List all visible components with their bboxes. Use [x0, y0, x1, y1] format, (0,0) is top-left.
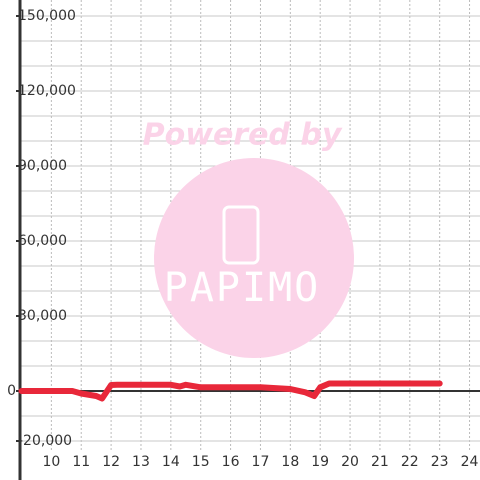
- y-tick-label: 60,000: [18, 233, 67, 249]
- x-tick-label: 14: [162, 454, 180, 470]
- x-tick-label: 23: [431, 454, 449, 470]
- x-tick-label: 19: [311, 454, 329, 470]
- x-tick-label: 18: [281, 454, 299, 470]
- watermark: Powered by PAPIMO: [143, 118, 354, 358]
- data-line: [18, 380, 443, 402]
- x-tick-label: 16: [222, 454, 240, 470]
- y-tick-label: -20,000: [18, 433, 72, 449]
- watermark-circle: [154, 158, 354, 358]
- x-tick-label: 20: [341, 454, 359, 470]
- axes: 10 11 12 13 14 15 16 17 18 19 20 21 22 23 24 -20,000 0 30…: [7, 0, 479, 480]
- x-tick-label: 24: [461, 454, 479, 470]
- y-tick-label: 0: [7, 383, 16, 399]
- y-tick-label: 150,000: [18, 8, 76, 24]
- x-tick-label: 15: [192, 454, 210, 470]
- x-tick-label: 17: [252, 454, 270, 470]
- x-tick-label: 13: [132, 454, 150, 470]
- watermark-logo: PAPIMO: [164, 265, 321, 311]
- x-tick-label: 21: [371, 454, 389, 470]
- y-tick-label: 90,000: [18, 158, 67, 174]
- x-tick-label: 22: [401, 454, 419, 470]
- y-tick-label: 120,000: [18, 83, 76, 99]
- x-tick-label: 12: [102, 454, 120, 470]
- y-tick-label: 30,000: [18, 308, 67, 324]
- x-tick-label: 10: [42, 454, 60, 470]
- x-tick-label: 11: [72, 454, 90, 470]
- watermark-phone: [222, 205, 260, 265]
- watermark-title: Powered by: [143, 118, 343, 153]
